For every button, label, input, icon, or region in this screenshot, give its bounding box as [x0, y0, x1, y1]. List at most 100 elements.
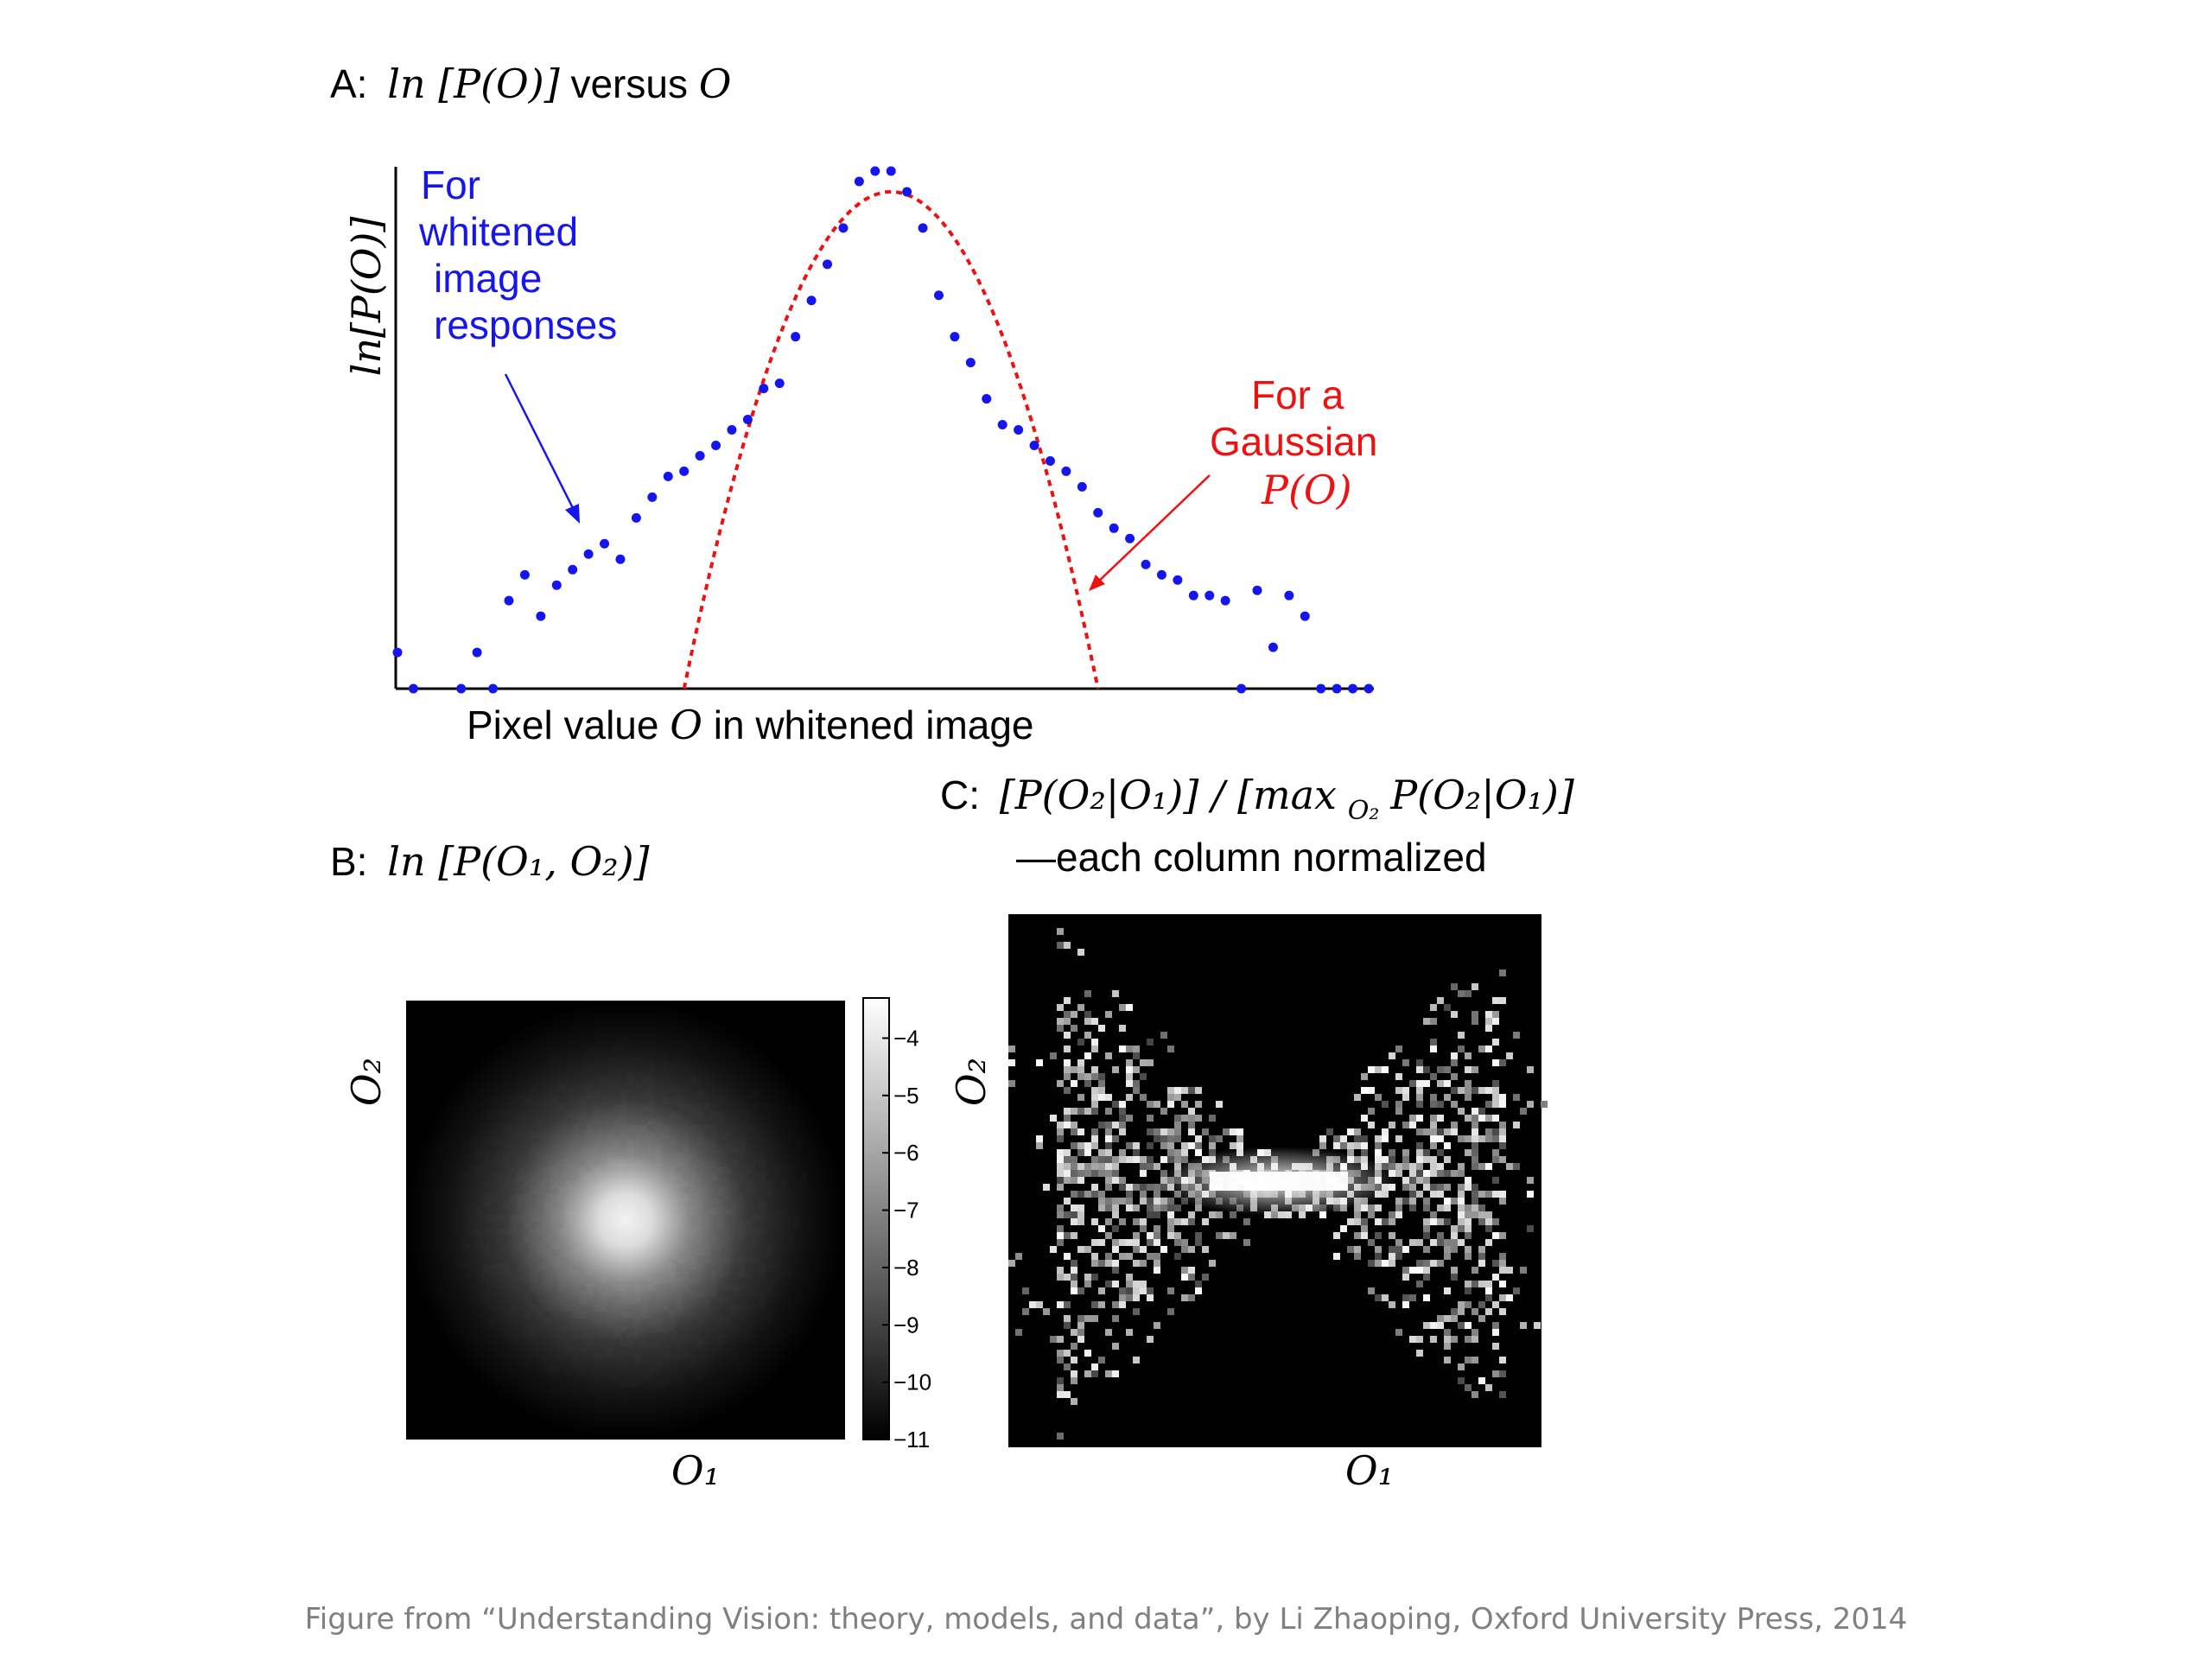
heatmap-cell	[1471, 1198, 1478, 1205]
heatmap-cell	[1147, 1039, 1154, 1046]
heatmap-cell	[1091, 1184, 1098, 1191]
heatmap-cell	[1160, 1135, 1167, 1142]
heatmap-cell	[1064, 1232, 1071, 1239]
heatmap-cell	[1375, 1066, 1382, 1073]
heatmap-cell	[1188, 1274, 1195, 1281]
heatmap-cell	[1091, 1253, 1098, 1260]
heatmap-cell	[1071, 1274, 1077, 1281]
heatmap-cell	[1071, 1170, 1077, 1177]
heatmap-cell	[1126, 1191, 1133, 1198]
heatmap-cell	[1057, 1357, 1064, 1363]
heatmap-cell	[1119, 1004, 1126, 1011]
heatmap-cell	[1409, 1080, 1416, 1087]
heatmap-cell	[1064, 1018, 1071, 1025]
heatmap-cell	[1465, 1225, 1471, 1232]
heatmap-cell	[1119, 1128, 1126, 1135]
heatmap-cell	[1333, 1253, 1340, 1260]
heatmap-cell	[1375, 1142, 1382, 1149]
heatmap-cell	[1181, 1218, 1188, 1225]
heatmap-cell	[1077, 949, 1084, 956]
heatmap-cell	[1105, 1156, 1112, 1163]
heatmap-cell	[1098, 1087, 1105, 1094]
heatmap-cell	[1382, 1066, 1389, 1073]
heatmap-cell	[1195, 1115, 1202, 1122]
heatmap-cell	[1167, 1225, 1174, 1232]
heatmap-cell	[1064, 1011, 1071, 1018]
heatmap-cell	[1389, 1156, 1395, 1163]
panel-c-center-band	[1158, 1147, 1400, 1216]
scatter-point	[695, 450, 705, 461]
heatmap-cell	[1098, 1163, 1105, 1170]
heatmap-cell	[1485, 1191, 1492, 1198]
heatmap-cell	[1437, 1066, 1444, 1073]
heatmap-cell	[1471, 1281, 1478, 1287]
colorbar-tick-label: −9	[893, 1312, 919, 1338]
heatmap-cell	[1340, 1135, 1347, 1142]
heatmap-cell	[1430, 1039, 1437, 1046]
heatmap-cell	[1195, 1281, 1202, 1287]
heatmap-cell	[1471, 1357, 1478, 1363]
heatmap-cell	[1368, 1260, 1375, 1267]
heatmap-cell	[1499, 1232, 1506, 1239]
panel-b: B: ln [P(O₁, O₂)] O₁ O₂ −4−5−6−7−8−9−10−…	[330, 838, 931, 1494]
heatmap-cell	[1492, 1128, 1499, 1135]
heatmap-cell	[1154, 1184, 1160, 1191]
heatmap-cell	[1485, 1018, 1492, 1025]
heatmap-cell	[1458, 1108, 1465, 1115]
heatmap-cell	[1167, 1149, 1174, 1156]
heatmap-cell	[1485, 1225, 1492, 1232]
heatmap-cell	[1077, 1322, 1084, 1329]
scatter-point	[823, 259, 833, 270]
heatmap-cell	[1416, 1239, 1423, 1246]
heatmap-cell	[1444, 1357, 1451, 1363]
heatmap-cell	[1105, 1094, 1112, 1101]
heatmap-cell	[1361, 1142, 1368, 1149]
heatmap-cell	[1140, 1191, 1147, 1198]
heatmap-cell	[1064, 1315, 1071, 1322]
heatmap-cell	[1098, 1287, 1105, 1294]
heatmap-cell	[1181, 1101, 1188, 1108]
heatmap-cell	[1064, 1108, 1071, 1115]
heatmap-cell	[1147, 1294, 1154, 1301]
heatmap-cell	[1492, 1018, 1499, 1025]
heatmap-cell	[1499, 1391, 1506, 1398]
colorbar-tick-label: −10	[893, 1370, 931, 1395]
heatmap-cell	[1008, 1260, 1015, 1267]
heatmap-cell	[1402, 1267, 1409, 1274]
heatmap-cell	[1098, 1073, 1105, 1080]
heatmap-cell	[1077, 1177, 1084, 1184]
heatmap-cell	[1057, 1170, 1064, 1177]
heatmap-cell	[1126, 1274, 1133, 1281]
panel-c-xlabel: O₁	[1345, 1447, 1394, 1494]
heatmap-cell	[1409, 1115, 1416, 1122]
heatmap-cell	[1091, 1274, 1098, 1281]
scatter-point	[600, 538, 610, 549]
heatmap-cell	[1036, 1059, 1043, 1066]
heatmap-cell	[1361, 1073, 1368, 1080]
heatmap-cell	[1057, 1163, 1064, 1170]
heatmap-cell	[1395, 1253, 1402, 1260]
heatmap-cell	[1416, 1066, 1423, 1073]
heatmap-cell	[1112, 1101, 1119, 1108]
heatmap-cell	[1112, 1246, 1119, 1253]
heatmap-cell	[1119, 1177, 1126, 1184]
heatmap-cell	[1354, 1205, 1361, 1211]
heatmap-cell	[1154, 1135, 1160, 1142]
heatmap-cell	[1485, 1115, 1492, 1122]
heatmap-cell	[1395, 1205, 1402, 1211]
heatmap-cell	[1084, 1350, 1091, 1357]
heatmap-cell	[1402, 1149, 1409, 1156]
heatmap-cell	[1167, 1232, 1174, 1239]
heatmap-cell	[1133, 1281, 1140, 1287]
scatter-point	[1332, 683, 1342, 694]
heatmap-cell	[1382, 1128, 1389, 1135]
heatmap-cell	[1188, 1115, 1195, 1122]
heatmap-cell	[1140, 1059, 1147, 1066]
heatmap-cell	[1077, 1128, 1084, 1135]
heatmap-cell	[1430, 1218, 1437, 1225]
heatmap-cell	[1188, 1122, 1195, 1128]
heatmap-cell	[1451, 1267, 1458, 1274]
scatter-point	[950, 332, 960, 342]
heatmap-cell	[1188, 1108, 1195, 1115]
heatmap-cell	[1057, 1267, 1064, 1274]
